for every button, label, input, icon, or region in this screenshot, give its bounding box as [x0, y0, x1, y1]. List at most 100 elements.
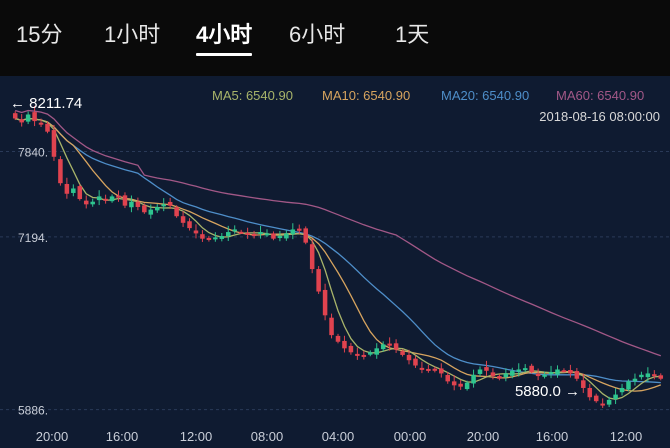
candle-down	[12, 113, 18, 119]
candles-group	[12, 105, 664, 408]
candle-up	[71, 188, 76, 193]
candle-down	[64, 183, 70, 194]
x-axis-tick-label: 20:00	[467, 429, 500, 444]
candle-down	[497, 376, 502, 379]
y-axis-tick-label: 5886.	[18, 404, 48, 418]
candle-down	[297, 228, 302, 231]
candle-up	[264, 233, 270, 236]
candle-up	[258, 232, 263, 235]
candle-up	[548, 372, 554, 375]
x-axis-tick-label: 12:00	[610, 429, 643, 444]
candle-up	[516, 369, 522, 372]
candle-up	[632, 378, 638, 382]
candle-up	[232, 229, 237, 232]
candle-up	[639, 374, 644, 378]
candle-down	[342, 340, 347, 349]
tab-1day[interactable]: 1天	[395, 18, 429, 58]
x-axis-labels: 20:00 16:00 12:00 08:00 04:00 00:00 20:00 16:00…	[36, 429, 643, 444]
candle-down	[406, 354, 412, 361]
candle-up	[542, 374, 547, 377]
ma-legend: MA5: 6540.90 MA10: 6540.90 MA20: 6540.90…	[212, 88, 660, 124]
candle-up	[626, 381, 631, 390]
candle-down	[574, 371, 580, 379]
candle-down	[529, 365, 534, 373]
candle-down	[303, 228, 308, 243]
x-axis-tick-label: 12:00	[180, 429, 213, 444]
candle-up	[109, 196, 115, 202]
candle-up	[477, 369, 483, 374]
x-axis-tick-label: 16:00	[106, 429, 139, 444]
candle-down	[329, 317, 334, 336]
chart-grid	[0, 150, 670, 411]
low-price-marker: 5880.0 →	[515, 383, 580, 400]
ma20-line	[15, 117, 661, 384]
y-axis-tick-label: 7194.	[18, 231, 48, 245]
timestamp-label: 2018-08-16 08:00:00	[539, 109, 660, 124]
candle-up	[225, 232, 231, 237]
candle-down	[19, 119, 24, 123]
candle-down	[309, 244, 315, 270]
candle-down	[581, 380, 586, 388]
candle-down	[439, 368, 444, 374]
ma5-line	[15, 117, 661, 400]
x-axis-tick-label: 20:00	[36, 429, 69, 444]
candle-down	[361, 354, 367, 357]
active-tab-underline	[196, 53, 253, 56]
candle-down	[426, 368, 431, 371]
candle-down	[142, 205, 147, 213]
candle-down	[484, 367, 489, 371]
candle-down	[587, 387, 593, 398]
y-axis-labels: 7840. 7194. 5886.	[18, 145, 48, 417]
candle-down	[77, 186, 83, 200]
candle-down	[103, 198, 108, 201]
tab-1hour[interactable]: 1小时	[104, 18, 160, 58]
candle-up	[374, 348, 379, 355]
candle-up	[213, 237, 218, 240]
candle-up	[277, 236, 283, 239]
ma60-legend: MA60: 6540.90	[556, 88, 644, 103]
candle-down	[122, 195, 128, 206]
candle-down	[51, 130, 57, 157]
candle-up	[90, 201, 95, 205]
candle-down	[593, 395, 599, 402]
candle-up	[129, 201, 134, 208]
candle-down	[322, 289, 328, 316]
candle-up	[645, 373, 651, 378]
candle-up	[154, 206, 160, 211]
candle-up	[219, 236, 225, 239]
candle-down	[45, 123, 50, 132]
candle-up	[148, 209, 154, 215]
x-axis-tick-label: 00:00	[394, 429, 427, 444]
tab-15min[interactable]: 15分	[16, 18, 62, 58]
candle-down	[187, 221, 192, 229]
ma20-legend: MA20: 6540.90	[441, 88, 529, 103]
tab-4hour[interactable]: 4小时	[196, 18, 253, 58]
tab-label: 6小时	[289, 22, 346, 47]
timeframe-tab-bar: 15分 1小时 4小时 6小时 1天	[0, 0, 670, 76]
candle-down	[451, 381, 457, 386]
candle-down	[600, 403, 605, 406]
x-axis-tick-label: 16:00	[536, 429, 569, 444]
high-price-marker: ← 8211.74	[10, 95, 82, 112]
candle-up	[471, 374, 476, 384]
candle-down	[206, 237, 212, 241]
candle-up	[380, 344, 386, 350]
candle-down	[167, 201, 173, 206]
tab-6hour[interactable]: 6小时	[289, 18, 345, 58]
candle-down	[238, 231, 244, 234]
candle-down	[445, 375, 451, 382]
candle-up	[96, 196, 102, 201]
x-axis-tick-label: 04:00	[322, 429, 355, 444]
candle-up	[290, 229, 296, 235]
candle-down	[58, 159, 63, 184]
ma10-line	[15, 117, 662, 392]
candlestick-chart[interactable]: MA5: 6540.90 MA10: 6540.90 MA20: 6540.90…	[0, 76, 670, 448]
candle-down	[32, 112, 37, 122]
candle-up	[464, 382, 470, 390]
candle-down	[245, 232, 250, 235]
candle-down	[180, 216, 186, 223]
candle-down	[174, 207, 179, 217]
candle-down	[535, 373, 541, 377]
ma60-line	[15, 109, 662, 357]
candle-down	[561, 370, 567, 373]
